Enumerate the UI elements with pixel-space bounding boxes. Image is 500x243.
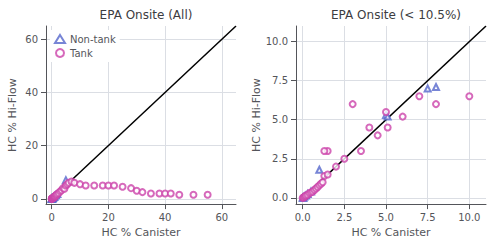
svg-text:5.0: 5.0 [272,114,288,125]
svg-text:20: 20 [102,212,115,223]
svg-text:7.5: 7.5 [420,212,436,223]
svg-text:20: 20 [25,140,38,151]
svg-text:5.0: 5.0 [378,212,394,223]
svg-text:60: 60 [25,34,38,45]
svg-text:HC % Canister: HC % Canister [351,226,431,239]
svg-text:40: 40 [159,212,172,223]
svg-text:HC % Hi-Flow: HC % Hi-Flow [250,78,263,152]
svg-text:0: 0 [48,212,54,223]
svg-text:HC % Hi-Flow: HC % Hi-Flow [6,78,19,152]
svg-text:40: 40 [25,87,38,98]
svg-text:10.0: 10.0 [266,36,288,47]
svg-text:10.0: 10.0 [458,212,480,223]
svg-text:7.5: 7.5 [272,75,288,86]
svg-text:0: 0 [32,193,38,204]
svg-text:2.5: 2.5 [336,212,352,223]
svg-text:HC % Canister: HC % Canister [101,226,181,239]
svg-text:EPA Onsite (All): EPA Onsite (All) [100,8,193,22]
svg-text:EPA Onsite (< 10.5%): EPA Onsite (< 10.5%) [331,8,461,22]
svg-text:60: 60 [215,212,228,223]
svg-text:Non-tank: Non-tank [70,34,116,45]
svg-text:2.5: 2.5 [272,153,288,164]
svg-text:Tank: Tank [69,48,93,59]
svg-text:0.0: 0.0 [295,212,311,223]
svg-text:0.0: 0.0 [272,192,288,203]
